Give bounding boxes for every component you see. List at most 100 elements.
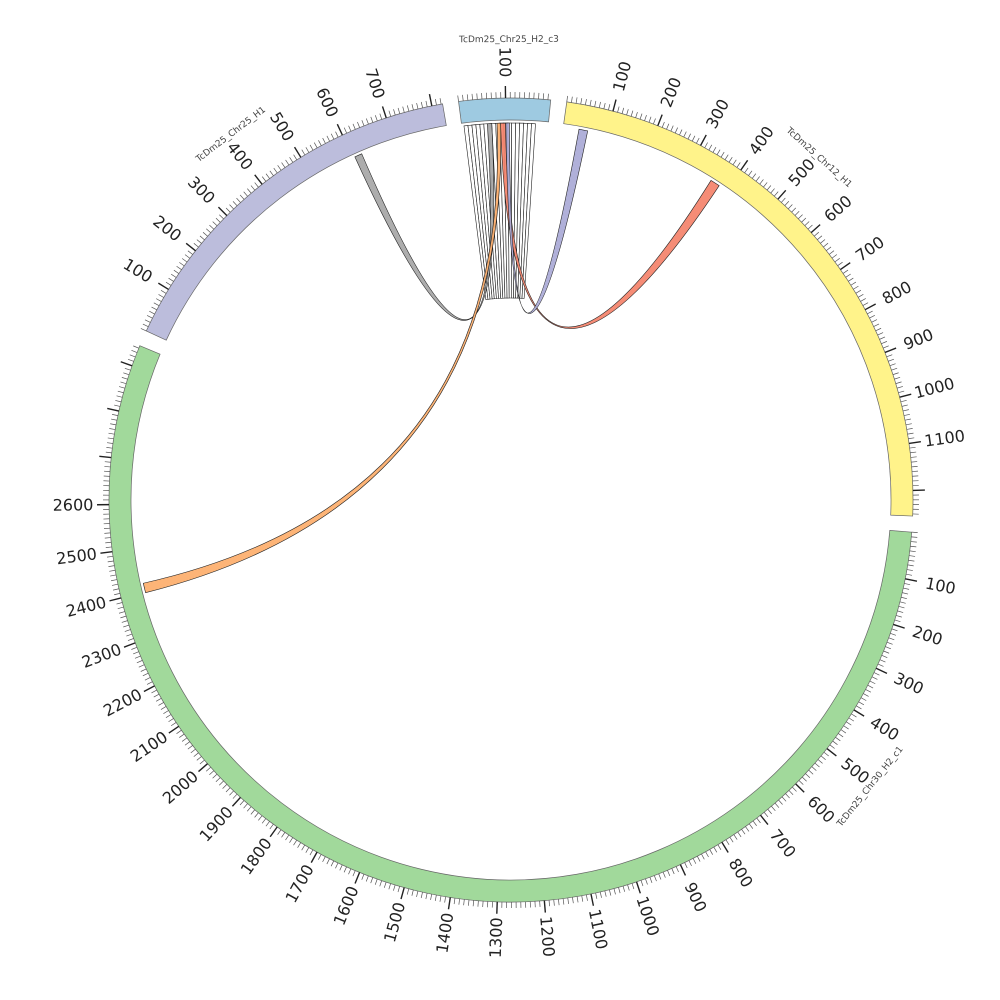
tick-label-c1-1300: 1300 (486, 917, 506, 958)
minor-tick (160, 290, 167, 294)
minor-tick (112, 414, 119, 416)
minor-tick (817, 235, 823, 240)
minor-tick (763, 812, 769, 818)
minor-tick (670, 125, 674, 132)
minor-tick (343, 127, 347, 134)
minor-tick (165, 281, 172, 286)
minor-tick (683, 131, 687, 138)
minor-tick (123, 624, 130, 628)
minor-tick (193, 243, 199, 248)
minor-tick (692, 858, 697, 864)
major-tick (109, 597, 122, 602)
major-tick (107, 407, 120, 412)
minor-tick (888, 637, 895, 641)
minor-tick (187, 250, 193, 255)
minor-tick (425, 893, 428, 900)
major-tick (612, 99, 617, 112)
minor-tick (176, 265, 182, 270)
minor-tick (301, 149, 306, 156)
minor-tick (906, 428, 913, 430)
minor-tick (572, 897, 574, 904)
minor-tick (835, 737, 841, 742)
minor-tick (894, 376, 901, 380)
minor-tick (146, 681, 153, 685)
minor-tick (265, 821, 270, 827)
minor-tick (875, 327, 882, 332)
minor-tick (684, 862, 688, 869)
minor-tick (907, 432, 914, 435)
minor-tick (471, 93, 473, 100)
minor-tick (897, 386, 903, 389)
minor-tick (108, 565, 115, 567)
tick-label-c1-700: 700 (766, 826, 800, 862)
minor-tick (209, 224, 215, 230)
minor-tick (701, 853, 705, 860)
minor-tick (899, 601, 906, 604)
minor-tick (831, 254, 838, 259)
minor-tick (729, 836, 734, 843)
minor-tick (907, 564, 914, 567)
minor-tick (301, 844, 306, 851)
tick-label-c1-1000: 1000 (632, 894, 663, 939)
minor-tick (704, 142, 708, 148)
minor-tick (109, 428, 116, 430)
minor-tick (781, 796, 787, 802)
link-ribbon (500, 122, 720, 329)
major-tick (590, 893, 595, 906)
minor-tick (724, 154, 729, 160)
minor-tick (199, 759, 205, 765)
tick-label-h1-600: 600 (312, 85, 342, 121)
minor-tick (179, 262, 185, 267)
major-tick (899, 393, 912, 398)
minor-tick (254, 182, 259, 188)
tick-label-c1-2100: 2100 (127, 727, 171, 766)
minor-tick (124, 367, 131, 371)
minor-tick (117, 390, 124, 394)
minor-tick (627, 884, 630, 891)
minor-tick (439, 98, 442, 105)
minor-tick (144, 319, 151, 323)
link-ribbon (142, 122, 502, 594)
minor-tick (104, 461, 111, 463)
minor-tick (862, 302, 869, 306)
minor-tick (406, 888, 410, 895)
minor-tick (808, 769, 814, 775)
minor-tick (116, 602, 123, 605)
major-tick (908, 441, 921, 445)
minor-tick (105, 451, 112, 454)
minor-tick (326, 858, 330, 865)
minor-tick (127, 638, 134, 641)
minor-tick (771, 806, 776, 812)
minor-tick (250, 185, 256, 191)
minor-tick (709, 849, 713, 855)
minor-tick (903, 413, 910, 416)
minor-tick (654, 875, 657, 882)
minor-tick (218, 780, 224, 786)
minor-tick (374, 115, 378, 121)
major-tick (336, 123, 344, 136)
minor-tick (869, 315, 875, 319)
minor-tick (117, 606, 124, 609)
minor-tick (309, 144, 314, 151)
major-tick (699, 134, 707, 146)
minor-tick (877, 663, 884, 667)
minor-tick (151, 306, 157, 311)
minor-tick (648, 116, 652, 123)
minor-tick (335, 131, 339, 138)
links-layer (142, 122, 720, 594)
minor-tick (785, 793, 790, 799)
minor-tick (888, 358, 895, 362)
minor-tick (725, 839, 730, 845)
minor-tick (297, 842, 302, 848)
minor-tick (886, 641, 893, 645)
minor-tick (114, 404, 121, 407)
minor-tick (326, 135, 330, 142)
minor-tick (773, 191, 779, 197)
minor-tick (871, 319, 878, 323)
minor-tick (289, 837, 294, 843)
minor-tick (108, 432, 115, 435)
minor-tick (910, 451, 917, 454)
minor-tick (679, 129, 683, 136)
minor-tick (462, 94, 464, 101)
